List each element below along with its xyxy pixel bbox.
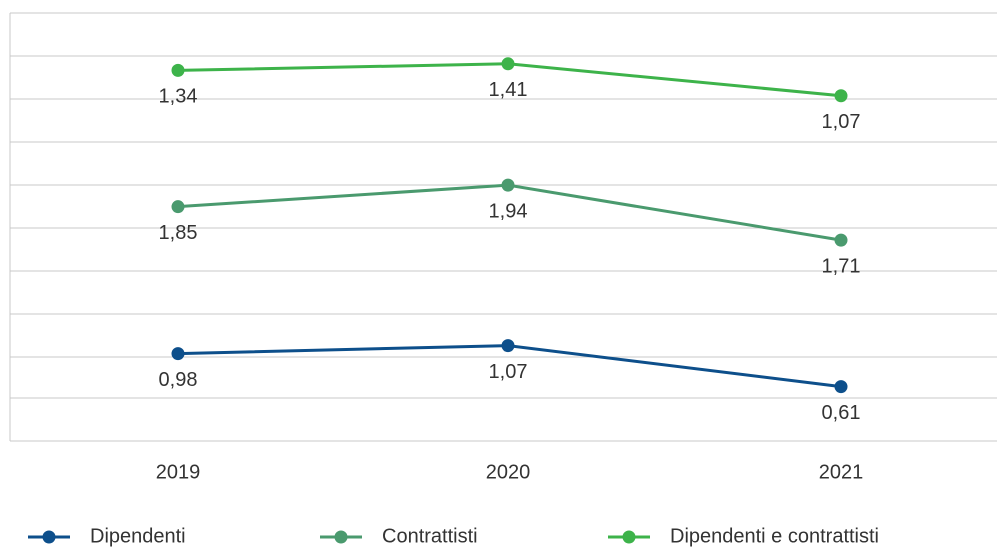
point — [501, 57, 515, 71]
data-label: 1,41 — [489, 79, 528, 101]
data-label: 1,71 — [822, 255, 861, 277]
legend-label: Dipendenti — [90, 525, 186, 547]
legend-label: Dipendenti e contrattisti — [670, 525, 879, 547]
legend-marker — [42, 530, 56, 544]
legend-marker — [334, 530, 348, 544]
data-label: 0,61 — [822, 402, 861, 424]
data-label: 1,85 — [159, 222, 198, 244]
legend-marker — [622, 530, 636, 544]
data-label: 0,98 — [159, 369, 198, 391]
data-label: 1,94 — [489, 200, 528, 222]
legend-label: Contrattisti — [382, 525, 478, 547]
point — [501, 178, 515, 192]
point — [171, 347, 185, 361]
x-tick-label: 2020 — [486, 461, 531, 483]
data-label: 1,34 — [159, 86, 198, 108]
point — [171, 63, 185, 77]
point — [834, 380, 848, 394]
data-label: 1,07 — [822, 111, 861, 133]
x-tick-label: 2021 — [819, 461, 864, 483]
point — [834, 89, 848, 103]
x-tick-label: 2019 — [156, 461, 201, 483]
point — [171, 200, 185, 214]
data-label: 1,07 — [489, 361, 528, 383]
point — [834, 233, 848, 247]
point — [501, 339, 515, 353]
